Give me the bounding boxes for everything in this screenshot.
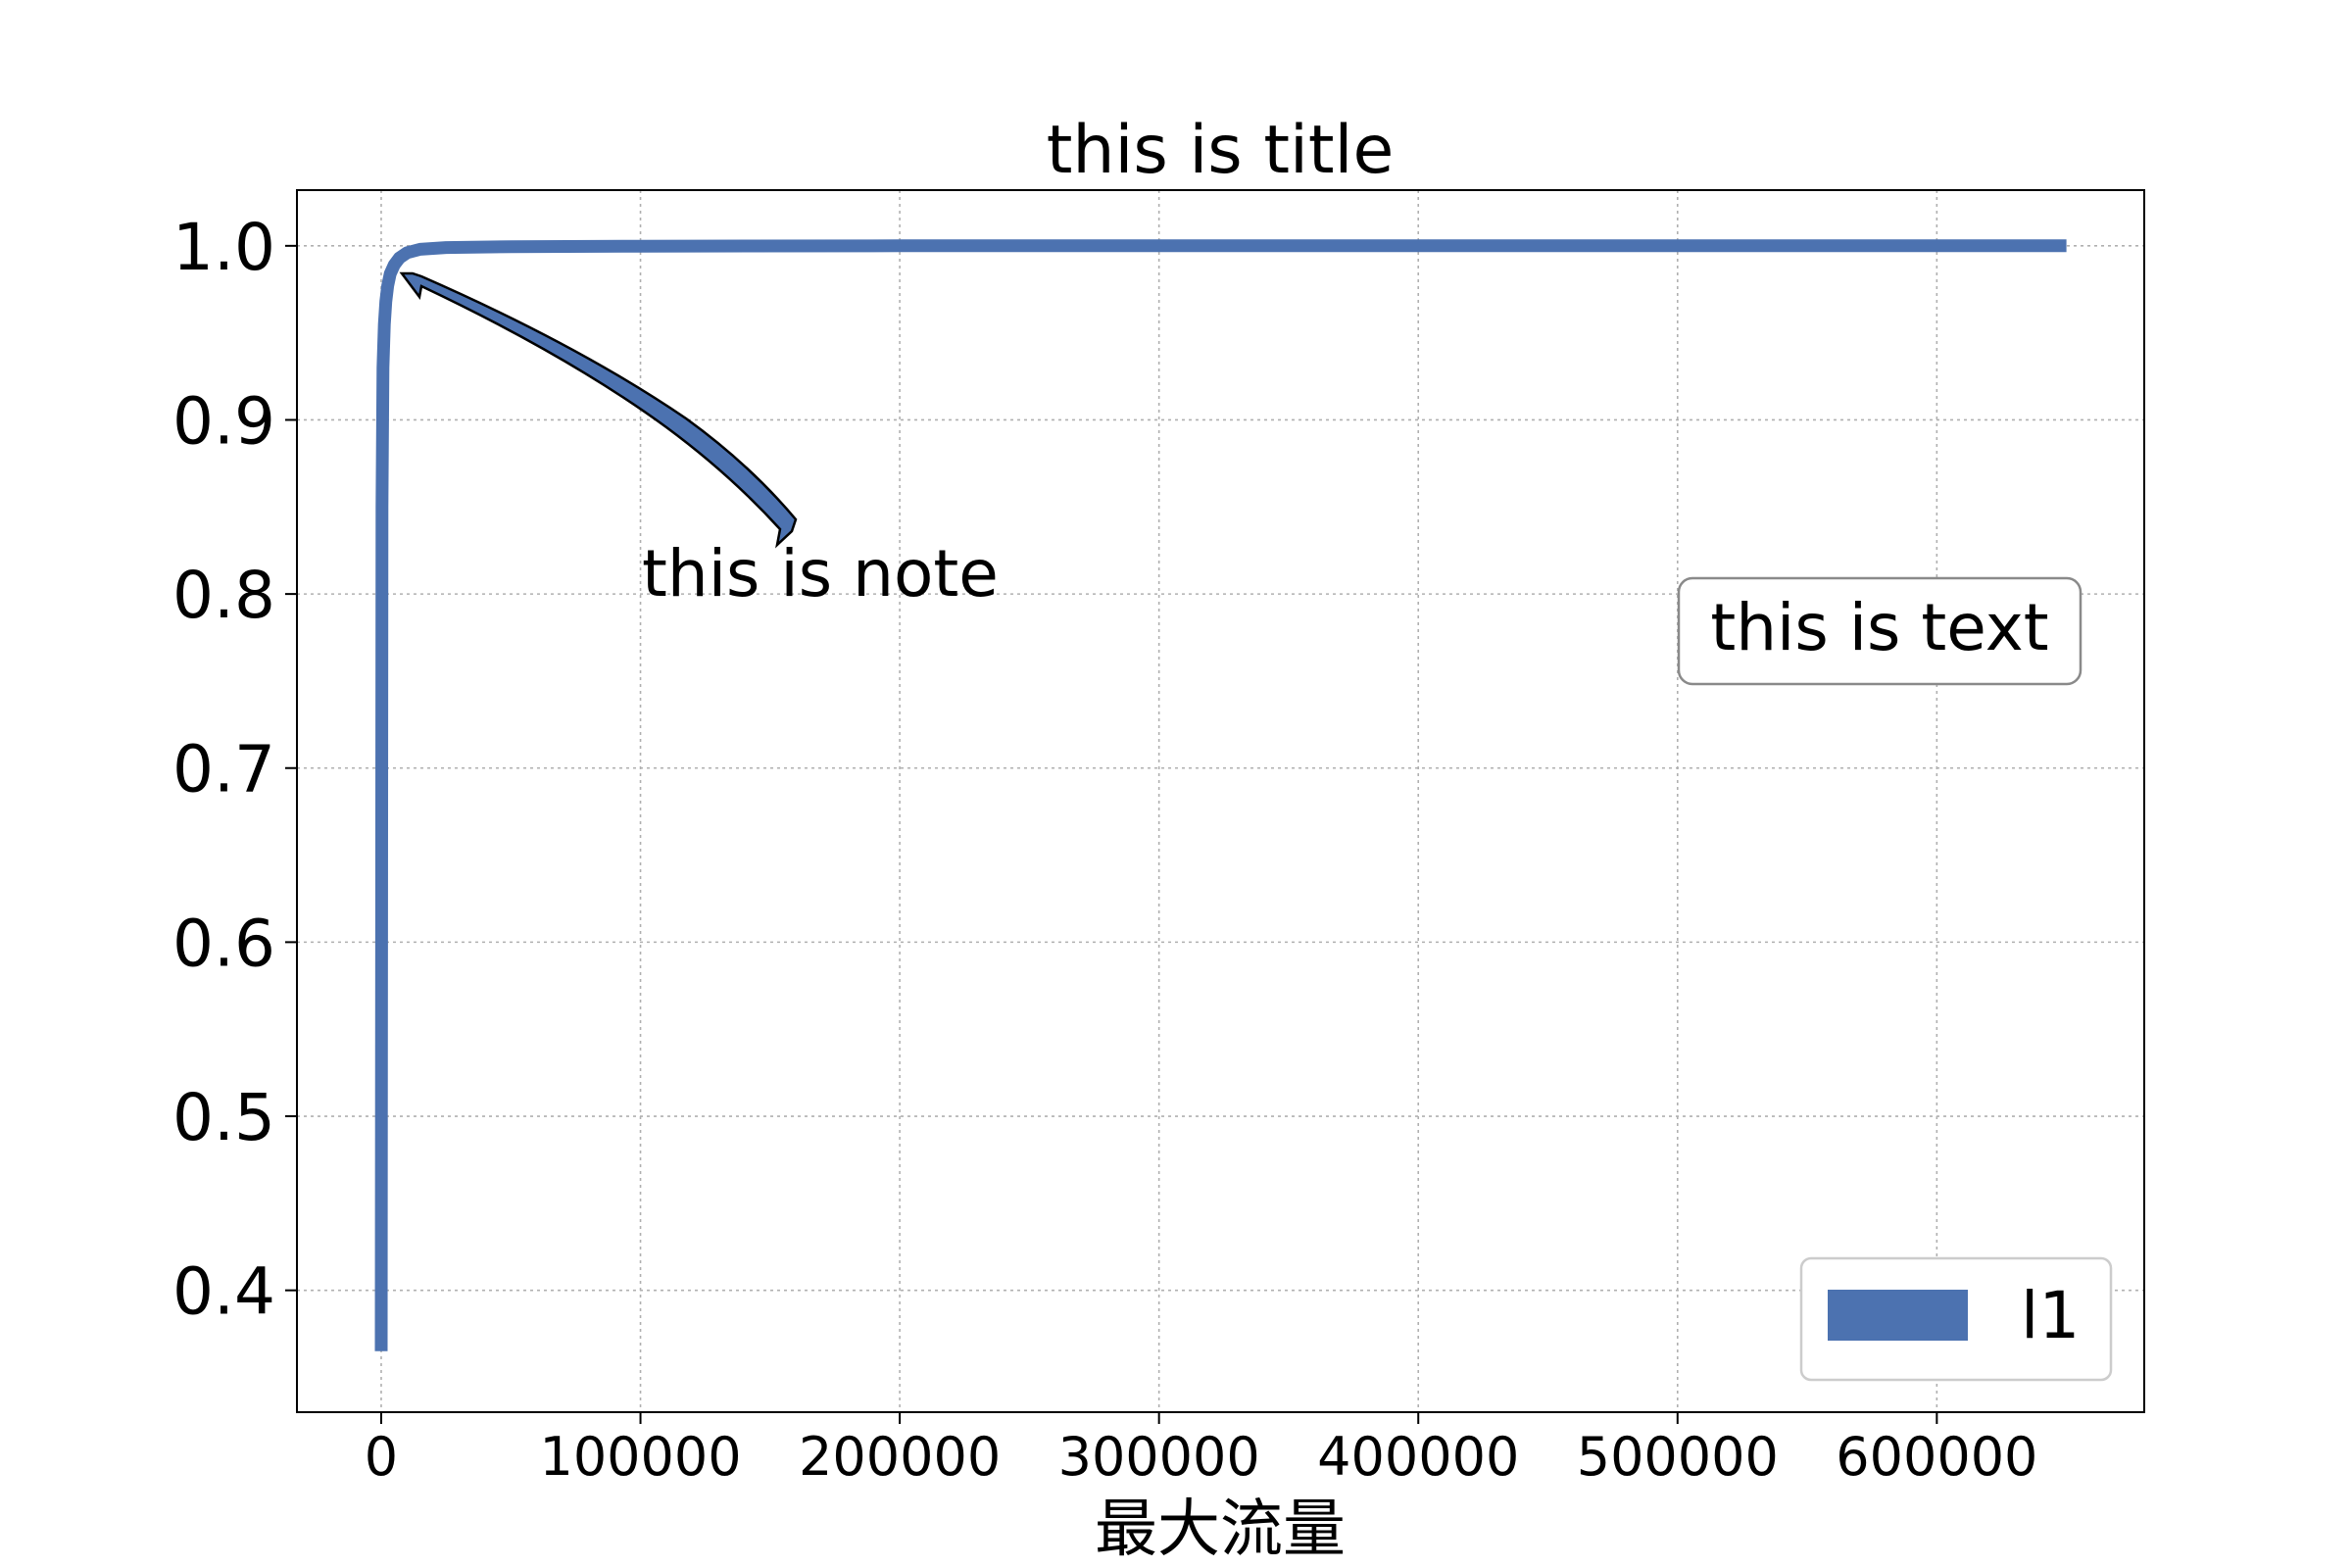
x-tick-label: 400000 [1317, 1426, 1519, 1488]
legend: l1 [1799, 1256, 2113, 1382]
ticks: 0 100000 200000 300000 400000 500000 600000 0.4… [172, 210, 2037, 1488]
text-box [1677, 576, 2082, 686]
chart-title: this is title [1047, 112, 1395, 189]
y-tick-label: 0.9 [172, 383, 275, 459]
x-axis-label: 最大流量 [1095, 1494, 1346, 1566]
note-arrow [399, 271, 798, 549]
y-tick-label: 0.6 [172, 906, 275, 981]
grid [297, 190, 2144, 1412]
x-tick-label: 200000 [799, 1426, 1001, 1488]
y-tick-label: 0.7 [172, 732, 275, 808]
series-layer [374, 239, 2067, 1351]
boxed-text-annotation: this is text [1677, 576, 2082, 686]
series-line-l1 [374, 239, 2067, 1351]
y-tick-label: 0.5 [172, 1080, 275, 1155]
y-tick-label: 0.8 [172, 558, 275, 633]
x-tick-label: 600000 [1836, 1426, 2037, 1488]
legend-swatch-l1 [1828, 1290, 1968, 1341]
boxed-text: this is text [1710, 590, 2048, 665]
y-tick-label: 0.4 [172, 1254, 275, 1330]
x-tick-label: 300000 [1058, 1426, 1260, 1488]
note-annotation: this is note [399, 271, 999, 612]
x-tick-label: 500000 [1577, 1426, 1779, 1488]
plot-frame [296, 189, 2145, 1413]
x-tick-label: 100000 [539, 1426, 741, 1488]
y-tick-label: 1.0 [172, 210, 275, 285]
x-tick-label: 0 [365, 1426, 398, 1488]
note-text: this is note [642, 536, 999, 612]
legend-label-l1: l1 [2021, 1278, 2080, 1353]
